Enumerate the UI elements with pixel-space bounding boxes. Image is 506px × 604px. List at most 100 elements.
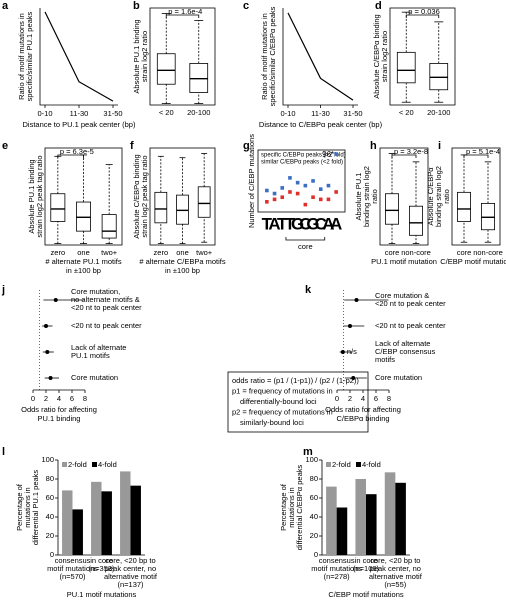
x-axis-label: in ±100 bp xyxy=(66,266,101,275)
y-axis-label: specific/similar C/EBPα peaks xyxy=(268,6,277,106)
formula-line: differentially-bound loci xyxy=(240,397,317,406)
point xyxy=(303,202,308,207)
box xyxy=(408,205,423,236)
bar xyxy=(120,471,131,555)
y-tick-label: 100 xyxy=(305,455,318,464)
x-axis-label: in ±100 bp xyxy=(165,266,200,275)
legend-label: specific C/EBPα peaks (>2 fold) xyxy=(261,153,346,159)
plot-frame xyxy=(44,147,123,246)
point xyxy=(295,180,300,185)
y-axis-label: binding strain log2 xyxy=(434,166,443,227)
axis xyxy=(39,8,118,106)
x-tick-label: (n=55) xyxy=(384,580,406,589)
y-axis-label: Percentage of xyxy=(279,483,288,531)
row-label: Lack of alternate xyxy=(71,343,126,352)
x-tick-label: < 20 xyxy=(159,108,174,117)
x-tick-label: alternative motif xyxy=(369,572,423,581)
logo-letter: T xyxy=(285,214,296,233)
x-tick-label: 6 xyxy=(374,394,378,403)
row-label: motifs xyxy=(375,355,395,364)
point xyxy=(48,376,53,380)
row-label: Core mutation & xyxy=(375,291,429,300)
p-bracket xyxy=(463,154,489,158)
x-tick-label: one xyxy=(176,248,189,257)
formula-box xyxy=(227,371,369,433)
y-axis-label: Absolute PU.1 binding xyxy=(27,159,36,233)
plot-frame xyxy=(379,147,429,246)
panel-letter: k xyxy=(305,284,312,296)
p-bracket xyxy=(57,154,84,158)
row-label: <20 nt to peak center xyxy=(375,299,446,308)
bar xyxy=(72,509,83,555)
x-axis-label: PU.1 motif mutation xyxy=(371,257,437,266)
x-tick-label: 20-100 xyxy=(427,108,450,117)
box xyxy=(396,51,416,84)
x-tick-label: < 20 xyxy=(399,108,414,117)
row-label: no alternate motifs & xyxy=(71,295,140,304)
panel-letter: i xyxy=(438,140,441,152)
logo-letter: T xyxy=(277,214,288,233)
x-axis-label: C/EBP motif mutation xyxy=(440,257,506,266)
bar xyxy=(395,482,406,555)
x-tick-label: 0-10 xyxy=(37,109,52,118)
box xyxy=(456,191,471,222)
logo-letter: A xyxy=(268,214,280,233)
logo-letter: C xyxy=(315,214,327,233)
y-axis-label: differential PU.1 peaks xyxy=(31,470,40,546)
plot-frame xyxy=(389,7,456,106)
row-label: Core mutation xyxy=(71,373,118,382)
row-note: n/s xyxy=(347,347,357,356)
legend-label: 2-fold xyxy=(332,460,351,469)
box xyxy=(197,186,211,218)
y-tick-label: 20 xyxy=(310,531,318,540)
x-tick-label: 2 xyxy=(44,394,48,403)
x-tick-label: 11-30 xyxy=(311,109,330,118)
x-axis-label: core xyxy=(298,242,313,251)
row-label: Core mutation, xyxy=(71,287,120,296)
row-label: <20 nt to peak center xyxy=(375,321,446,330)
y-tick-label: 60 xyxy=(46,493,54,502)
panel-letter: g xyxy=(243,140,250,152)
x-tick-label: core, <20 bp to xyxy=(370,556,420,565)
point xyxy=(280,186,285,190)
legend-swatch xyxy=(92,462,97,467)
x-tick-label: consensus xyxy=(319,556,355,565)
y-axis-label: Number of C/EBP mutations xyxy=(247,134,256,228)
x-axis-label: C/EBPα binding xyxy=(336,414,389,423)
point xyxy=(265,188,269,193)
y-tick-label: 0 xyxy=(50,550,54,559)
y-axis-label: Absolute C/EBPα binding xyxy=(132,154,141,238)
x-tick-label: core xyxy=(385,248,400,257)
box xyxy=(156,53,176,85)
logo-letter: T xyxy=(262,214,273,233)
x-tick-label: zero xyxy=(154,248,169,257)
logo-letter: A xyxy=(330,214,342,233)
legend-label: 4-fold xyxy=(362,460,381,469)
x-tick-label: non-core xyxy=(401,248,431,257)
row-label: Lack of alternate xyxy=(375,339,430,348)
plot-frame xyxy=(149,7,216,106)
panel-letter: f xyxy=(130,140,134,152)
x-tick-label: 11-30 xyxy=(70,109,89,118)
p-value: p = 1.6e-4 xyxy=(168,7,202,16)
point xyxy=(288,190,292,194)
bar xyxy=(130,485,141,555)
panel-letter: m xyxy=(303,446,313,458)
p-bracket xyxy=(391,154,417,158)
legend-label: 4-fold xyxy=(98,460,117,469)
logo-letter: A xyxy=(322,214,334,233)
point xyxy=(334,152,338,156)
panel-letter: j xyxy=(1,284,5,296)
row-label: C/EBP consensus xyxy=(375,347,436,356)
point xyxy=(318,187,323,191)
y-axis-label: Absolute PU.1 binding xyxy=(132,19,141,93)
row-label: <20 nt to peak center xyxy=(71,321,142,330)
point xyxy=(348,324,352,328)
formula-line: p2 = frequency of mutations in xyxy=(232,407,333,416)
legend-swatch xyxy=(326,462,331,467)
panel-letter: h xyxy=(370,140,377,152)
box xyxy=(384,193,399,225)
y-tick-label: 80 xyxy=(46,474,54,483)
core-bracket xyxy=(285,237,326,241)
row-label: PU.1 motifs xyxy=(71,351,110,360)
